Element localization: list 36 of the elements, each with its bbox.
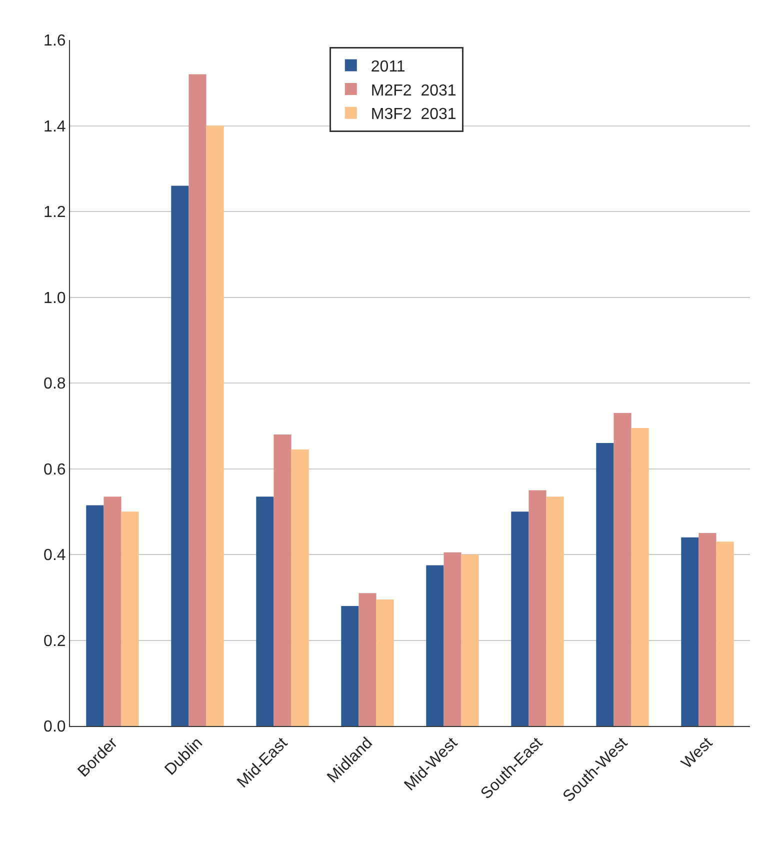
- bar: [86, 505, 104, 726]
- bar: [171, 186, 189, 726]
- y-tick-label: 1.6: [44, 32, 66, 50]
- bar: [426, 565, 444, 726]
- bar: [614, 413, 632, 726]
- bar: [206, 126, 224, 726]
- bar: [444, 552, 462, 726]
- legend-label: M3F2 2031: [370, 106, 456, 124]
- bar: [461, 554, 479, 726]
- bar: [256, 496, 274, 726]
- bar: [104, 496, 122, 726]
- bar: [274, 434, 292, 726]
- y-tick-label: 0.2: [44, 632, 66, 650]
- y-tick-label: 1.0: [44, 290, 66, 307]
- bar: [528, 490, 546, 726]
- bar: [358, 593, 376, 726]
- bar: [631, 428, 649, 726]
- legend-label: M2F2 2031: [370, 82, 456, 100]
- y-tick-label: 0.4: [44, 547, 66, 564]
- bar: [716, 542, 734, 726]
- y-tick-label: 1.4: [44, 118, 66, 136]
- bar: [546, 496, 564, 726]
- bar: [596, 443, 614, 726]
- bar: [188, 74, 206, 726]
- y-tick-label: 0.0: [44, 718, 66, 736]
- bar: [698, 533, 716, 726]
- y-tick-label: 0.6: [44, 461, 66, 478]
- bar: [291, 449, 309, 726]
- bar: [511, 512, 529, 726]
- y-tick-label: 0.8: [44, 376, 66, 393]
- bar: [341, 606, 359, 726]
- bar: [121, 512, 139, 726]
- y-tick-label: 1.2: [44, 204, 66, 222]
- legend-label: 2011: [370, 58, 406, 76]
- bar: [681, 537, 699, 726]
- bar: [376, 600, 394, 726]
